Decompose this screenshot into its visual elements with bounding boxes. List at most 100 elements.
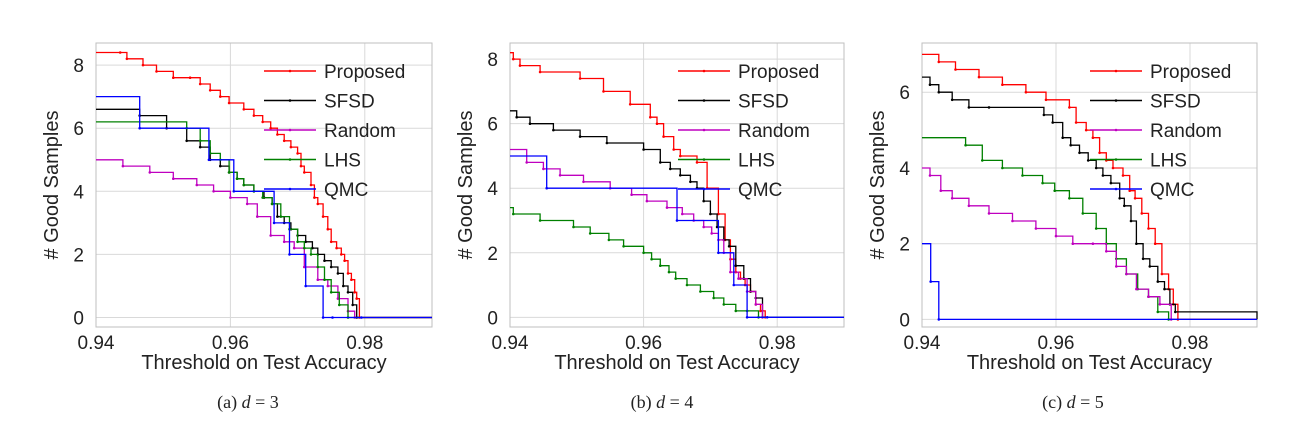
- data-point-sfsd: [1109, 181, 1113, 185]
- data-point-sfsd: [1118, 197, 1121, 200]
- legend-label-sfsd: SFSD: [1150, 92, 1201, 113]
- data-point-sfsd: [311, 246, 314, 250]
- data-point-lhs: [981, 159, 984, 162]
- data-point-lhs: [964, 143, 967, 147]
- data-point-sfsd: [709, 212, 712, 216]
- legend-marker-qmc: [1114, 187, 1118, 191]
- data-point-qmc: [232, 190, 236, 193]
- data-point-qmc: [272, 221, 276, 225]
- legend-marker-proposed: [1114, 69, 1118, 73]
- data-point-lhs: [1081, 212, 1085, 215]
- data-point-proposed: [296, 152, 299, 155]
- data-point-random: [967, 204, 971, 208]
- legend-marker-lhs: [702, 158, 706, 161]
- series-line-qmc: [922, 243, 1257, 321]
- y-tick-label: 8: [487, 50, 498, 71]
- y-tick-label: 4: [73, 182, 84, 203]
- data-point-proposed: [695, 161, 699, 164]
- data-point-proposed: [276, 133, 279, 136]
- data-point-proposed: [1068, 106, 1071, 109]
- data-point-random: [525, 161, 528, 164]
- data-point-proposed: [242, 108, 246, 111]
- chart-panel-2: 0.94 0.96 0.98 0 2 4 6 8 Threshold on Test Accur…: [455, 42, 845, 413]
- data-point-qmc: [207, 158, 211, 162]
- legend-marker-proposed: [288, 69, 292, 73]
- data-point-proposed: [282, 139, 286, 143]
- data-point-qmc: [765, 316, 769, 319]
- data-point-lhs: [667, 270, 671, 274]
- legend-label-qmc: QMC: [324, 180, 368, 201]
- legend-label-random: Random: [324, 121, 396, 142]
- data-point-proposed: [1001, 83, 1004, 86]
- data-point-lhs: [1094, 227, 1098, 230]
- data-point-qmc: [675, 219, 679, 222]
- legend-marker-qmc: [288, 187, 292, 191]
- data-point-sfsd: [727, 245, 731, 248]
- legend-marker-qmc: [702, 187, 706, 191]
- data-point-sfsd: [1094, 166, 1098, 170]
- x-axis-label: Threshold on Test Accuracy: [554, 352, 799, 374]
- data-point-proposed: [1044, 98, 1048, 102]
- x-tick-label: 0.98: [759, 333, 796, 354]
- data-point-sfsd: [967, 106, 971, 109]
- data-point-proposed: [353, 291, 357, 294]
- legend-marker-sfsd: [288, 99, 292, 102]
- data-point-sfsd: [336, 272, 340, 275]
- data-point-sfsd: [219, 164, 222, 168]
- data-point-random: [245, 202, 249, 206]
- data-point-proposed: [602, 90, 605, 93]
- data-point-qmc: [331, 316, 334, 319]
- y-axis-label: # Good Samples: [41, 111, 63, 260]
- data-point-random: [229, 196, 232, 199]
- data-point-proposed: [1147, 227, 1150, 230]
- data-point-lhs: [642, 251, 645, 255]
- data-point-random: [336, 297, 340, 300]
- data-point-random: [1034, 227, 1038, 230]
- data-point-proposed: [252, 114, 256, 117]
- data-point-sfsd: [928, 83, 932, 86]
- data-point-random: [681, 212, 684, 216]
- data-point-proposed: [125, 57, 129, 61]
- data-point-proposed: [118, 51, 122, 54]
- data-point-random: [1011, 219, 1014, 223]
- data-point-proposed: [329, 240, 333, 244]
- data-point-proposed: [662, 135, 665, 138]
- data-point-proposed: [172, 76, 175, 79]
- data-point-sfsd: [669, 167, 672, 171]
- data-point-proposed: [1121, 174, 1125, 177]
- data-point-lhs: [722, 303, 726, 306]
- series-line-random: [922, 167, 1257, 321]
- series-line-lhs: [510, 206, 844, 318]
- data-point-proposed: [655, 122, 659, 125]
- panel-caption: (c) d = 5: [1042, 392, 1104, 413]
- data-point-lhs: [309, 253, 313, 256]
- data-point-lhs: [1068, 197, 1071, 200]
- data-point-random: [292, 246, 296, 250]
- data-point-proposed: [518, 64, 522, 67]
- data-point-lhs: [198, 139, 202, 143]
- legend-label-lhs: LHS: [324, 151, 361, 172]
- series-line-proposed: [96, 51, 432, 319]
- data-point-random: [1135, 287, 1138, 291]
- data-point-random: [754, 303, 758, 306]
- data-point-sfsd: [950, 98, 954, 102]
- data-point-proposed: [335, 246, 338, 250]
- data-point-random: [1071, 242, 1075, 245]
- y-tick-label: 2: [487, 244, 498, 265]
- data-point-sfsd: [578, 135, 582, 138]
- data-point-proposed: [355, 297, 359, 300]
- data-point-sfsd: [304, 240, 308, 244]
- data-point-sfsd: [323, 259, 326, 263]
- data-point-sfsd: [642, 148, 645, 151]
- data-point-sfsd: [1135, 242, 1138, 245]
- data-point-lhs: [261, 196, 265, 199]
- data-point-random: [212, 190, 215, 193]
- data-point-random: [316, 278, 320, 282]
- data-point-lhs: [674, 277, 677, 280]
- x-tick-label: 0.94: [492, 333, 529, 354]
- data-point-proposed: [155, 70, 158, 73]
- data-point-proposed: [578, 77, 582, 80]
- data-point-proposed: [649, 115, 652, 119]
- y-tick-label: 2: [73, 245, 84, 266]
- legend-label-sfsd: SFSD: [738, 92, 789, 113]
